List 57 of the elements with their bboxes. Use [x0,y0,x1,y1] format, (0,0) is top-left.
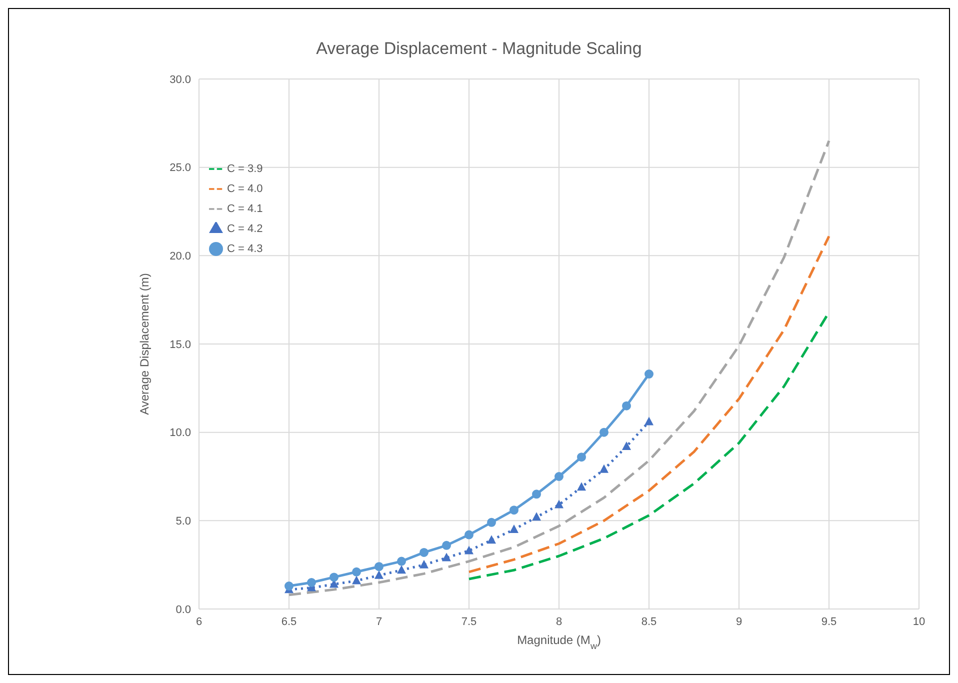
line-series [468,234,830,574]
point [307,578,316,587]
point [374,562,384,572]
point [487,518,496,527]
point [442,552,451,562]
x-tick-label: 8.5 [641,616,657,628]
point [442,540,451,550]
point [464,530,474,540]
y-tick-label: 20.0 [170,250,191,263]
point [284,582,294,591]
x-tick-label: 6 [196,616,202,628]
point [510,524,518,533]
point [532,512,541,521]
legend-label: C = 4.2 [227,223,263,235]
point [510,506,518,515]
x-tick-label: 7.5 [461,616,477,628]
chart-title: Average Displacement - Magnitude Scaling [315,38,643,60]
x-tick-label: 10 [912,616,926,628]
point [644,416,654,426]
x-tick-label: 6.5 [281,616,297,628]
point [577,452,586,462]
point [352,576,361,584]
point [374,570,384,579]
point [397,565,406,574]
y-tick-label: 0.0 [176,604,191,616]
point [397,556,406,566]
point [420,548,428,557]
point [577,482,586,491]
point [600,428,608,437]
legend-label: C = 3.9 [227,163,263,175]
x-axis-title: Magnitude (M$_{w}$) [517,633,601,651]
point [352,567,361,576]
point [554,500,564,508]
point [420,560,428,568]
point [622,441,631,450]
x-tick-label: 8 [556,616,562,628]
legend-label: C = 4.3 [227,243,263,255]
point [554,472,564,481]
point [487,535,496,544]
point [330,572,338,582]
line-series [288,140,830,596]
point [532,490,541,499]
y-tick-label: 30.0 [170,74,191,86]
point [644,370,654,379]
y-tick-label: 15.0 [170,338,191,351]
point [600,464,608,473]
legend-label: C = 4.1 [227,203,263,215]
point [622,401,631,410]
y-tick-label: 25.0 [170,162,191,174]
x-tick-label: 9 [736,616,742,628]
x-tick-label: 9.5 [821,616,837,628]
x-tick-label: 7 [376,616,382,628]
point [464,546,474,554]
y-tick-label: 5.0 [176,516,191,528]
y-tick-label: 10.0 [170,427,191,440]
legend-label: C = 4.0 [227,183,263,195]
y-axis-title: Average Displacement (m) [137,273,152,415]
